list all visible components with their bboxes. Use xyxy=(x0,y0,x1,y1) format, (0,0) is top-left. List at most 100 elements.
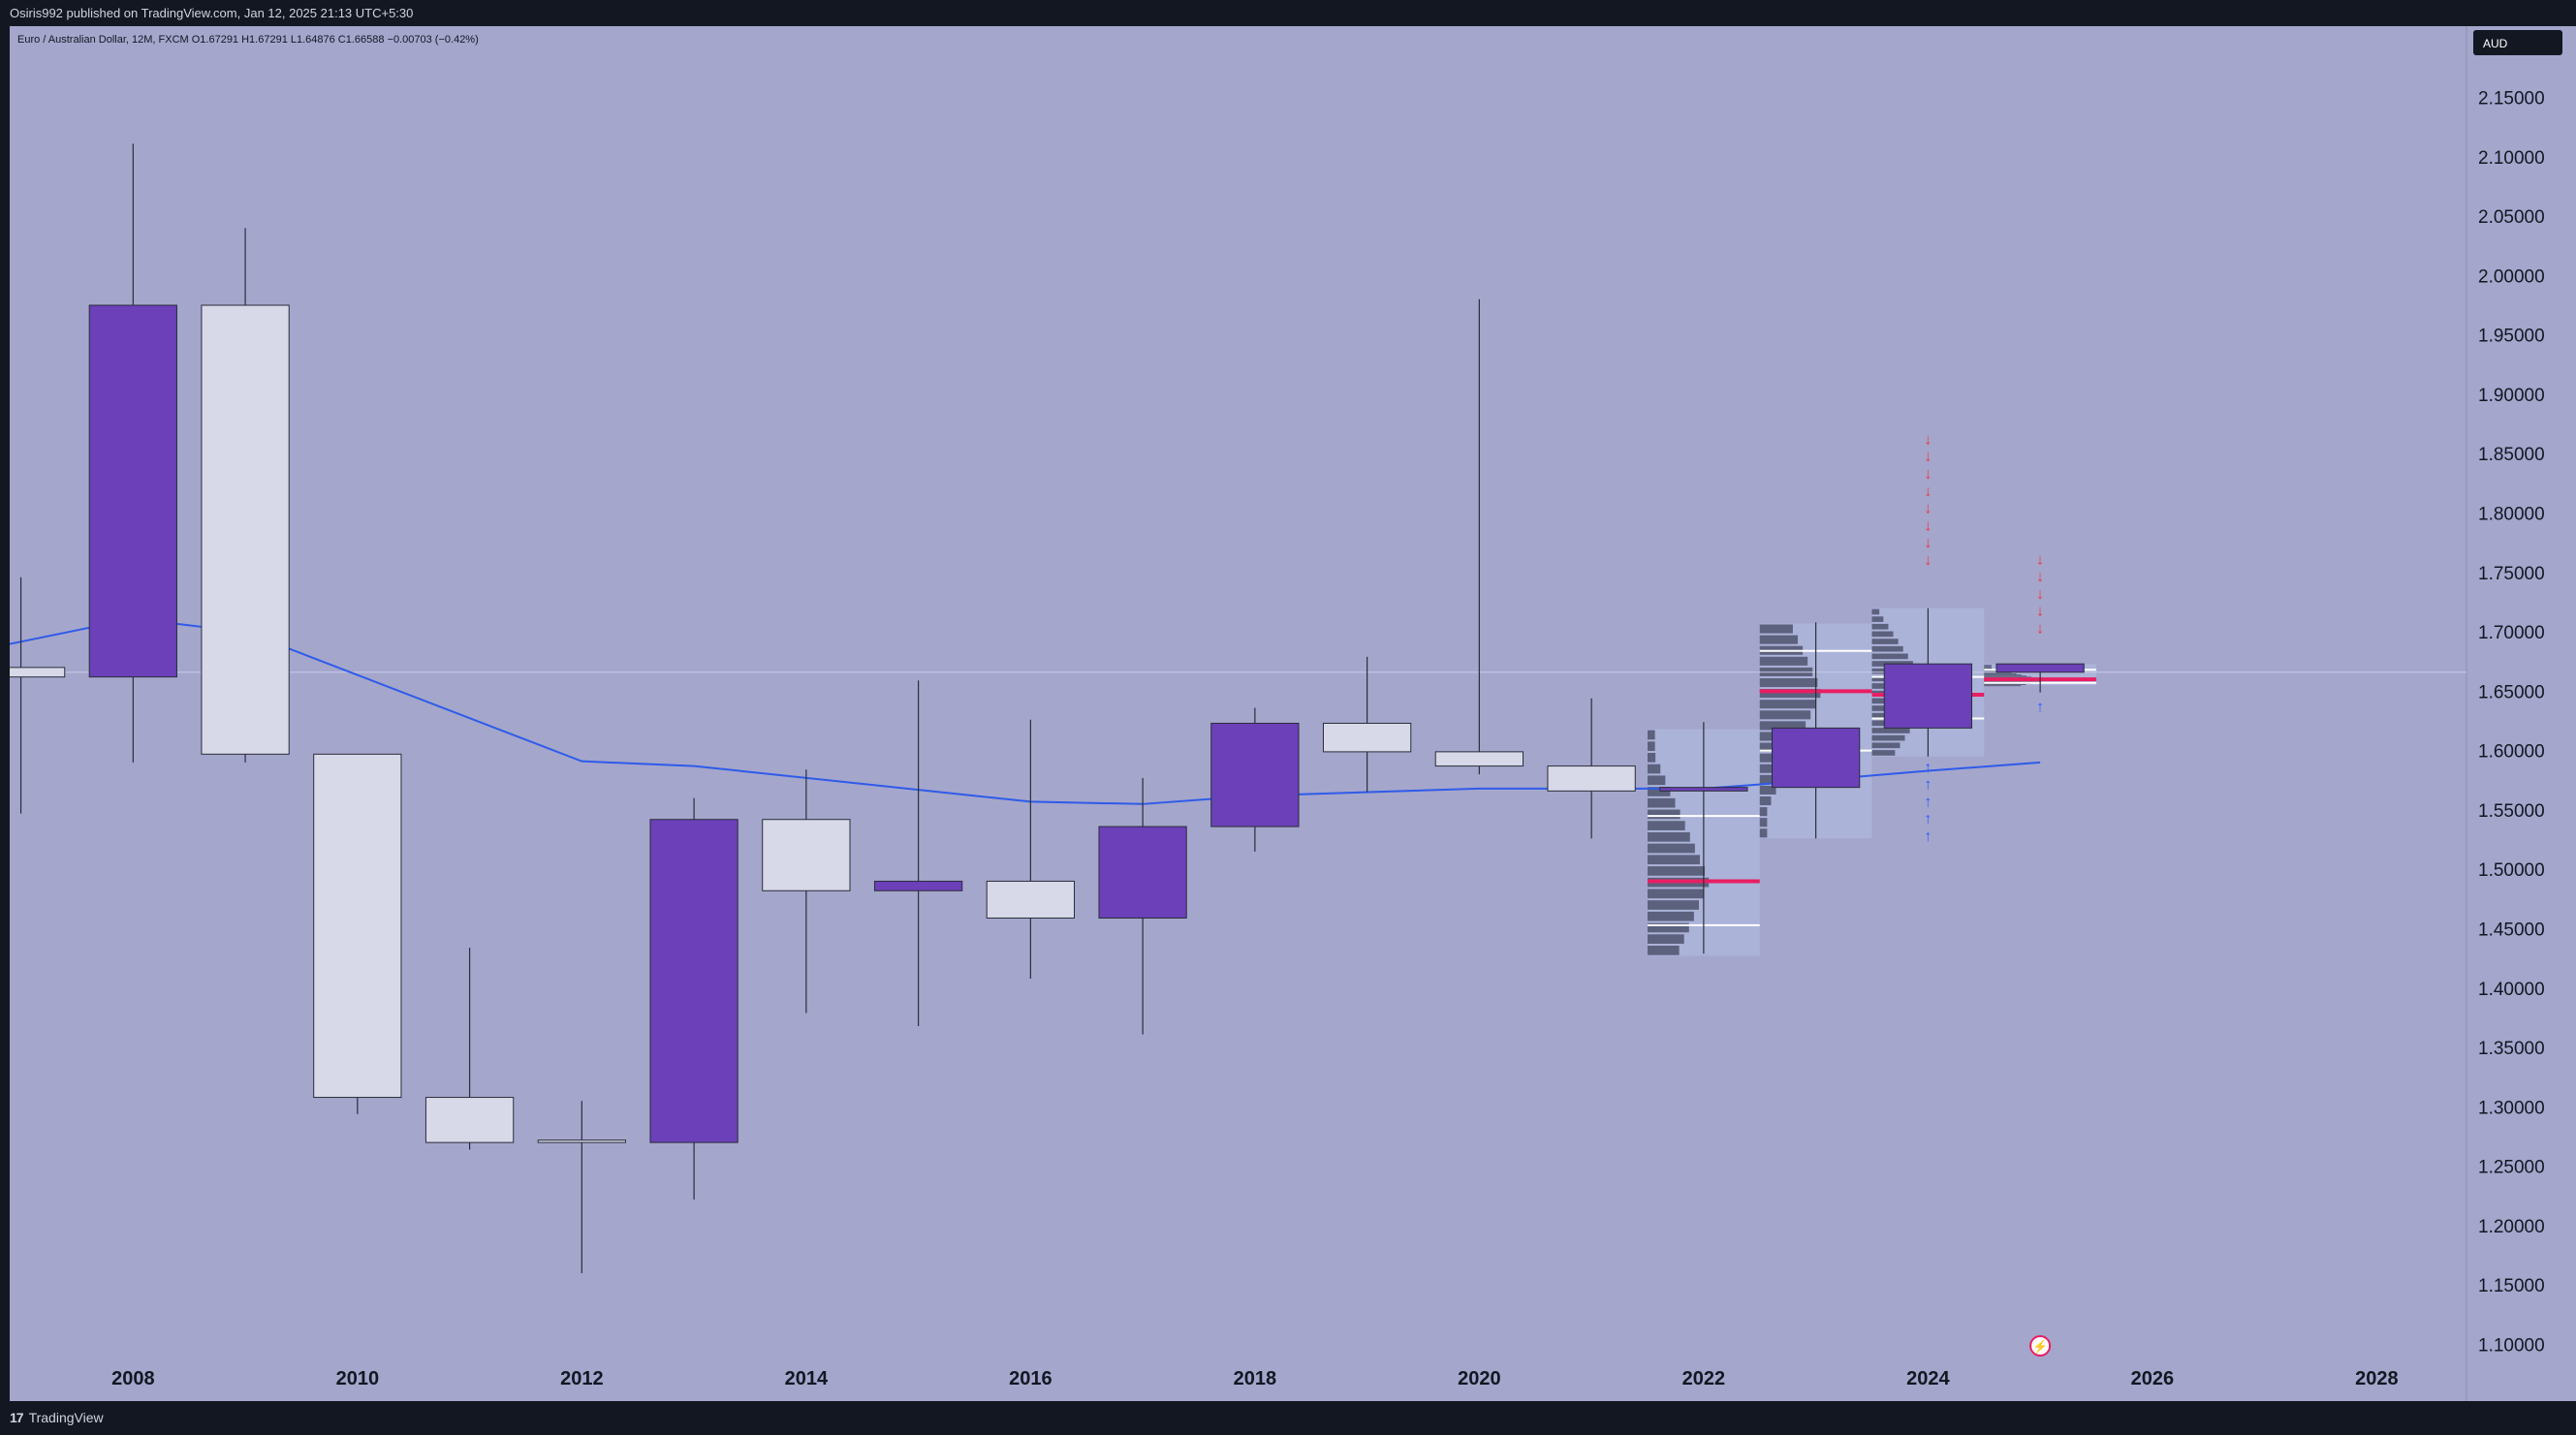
sell-signal-arrow: ↓ xyxy=(1924,501,1932,517)
candle[interactable] xyxy=(424,948,515,1150)
candle-body xyxy=(1434,751,1524,767)
x-tick-label: 2008 xyxy=(111,1368,155,1389)
volume-profile-row xyxy=(1759,795,1772,806)
y-tick-label: 2.00000 xyxy=(2478,266,2545,287)
sell-signal-arrow: ↓ xyxy=(1924,484,1932,500)
candle-body xyxy=(1098,826,1187,919)
x-tick-label: 2012 xyxy=(560,1368,604,1389)
candle[interactable] xyxy=(88,143,177,763)
volume-profile-row xyxy=(1984,676,2031,678)
candle[interactable] xyxy=(1771,622,1861,839)
sell-signal-arrow: ↓ xyxy=(2036,569,2044,585)
x-tick-label: 2028 xyxy=(2355,1368,2399,1389)
footer-bar: 17 TradingView xyxy=(0,1401,2576,1435)
candle[interactable] xyxy=(201,228,290,763)
volume-profile-row xyxy=(1648,787,1671,796)
volume-profile-row xyxy=(1648,730,1655,740)
candle[interactable] xyxy=(537,1101,626,1273)
buy-signal-arrow: ↑ xyxy=(1924,760,1932,776)
x-tick-label: 2026 xyxy=(2131,1368,2175,1389)
y-tick-label: 2.05000 xyxy=(2478,207,2545,228)
candle[interactable] xyxy=(873,680,963,1027)
volume-profile-row xyxy=(1648,866,1706,876)
candle-body xyxy=(1322,722,1412,753)
volume-profile-row xyxy=(1648,797,1676,808)
volume-profile-row xyxy=(1648,911,1694,921)
candle-body xyxy=(537,1139,626,1143)
volume-profile-row xyxy=(1648,855,1700,865)
volume-profile-row xyxy=(1984,665,1992,667)
candle[interactable] xyxy=(986,719,1076,979)
sell-signal-arrow: ↓ xyxy=(1924,466,1932,483)
candle[interactable] xyxy=(0,577,66,814)
candle-body xyxy=(649,819,738,1143)
buy-signal-arrow: ↑ xyxy=(1924,811,1932,827)
volume-profile-row xyxy=(1759,785,1776,795)
candle[interactable] xyxy=(1659,722,1748,954)
candle-body xyxy=(88,304,177,678)
publish-header: Osiris992 published on TradingView.com, … xyxy=(0,0,2576,26)
candle[interactable] xyxy=(762,769,851,1014)
lightning-icon[interactable] xyxy=(2029,1335,2052,1357)
candle[interactable] xyxy=(1547,698,1636,839)
volume-profile-row xyxy=(1648,821,1685,830)
y-tick-label: 1.60000 xyxy=(2478,742,2545,763)
candlestick-chart[interactable]: ↓↓↓↓↓↓↓↓ ↓↓↓↓↓↑↑↑↑↑↑⚡ 1.100001.150001.200… xyxy=(0,26,2576,1401)
sell-signal-arrow: ↓ xyxy=(2036,620,2044,637)
x-tick-label: 2010 xyxy=(336,1368,380,1389)
volume-profile-row xyxy=(1984,671,2012,673)
chart-area[interactable]: ↓ ↓ ↓ ↓ ↓ ↓ ↓ ↓ ↓ ↓ ↓ ↓ ↓ ↑ ↑ ↑ ↑ ↑ ↑ ⚡ 1.10000 1.15000 1.200… xyxy=(0,26,2576,1401)
x-tick-label: 2014 xyxy=(785,1368,829,1389)
volume-profile-row xyxy=(1759,828,1768,838)
buy-signal-arrow: ↑ xyxy=(1924,777,1932,794)
candle[interactable] xyxy=(649,797,738,1200)
volume-profile-row xyxy=(1759,774,1781,784)
tradingview-logo[interactable]: 17 TradingView xyxy=(0,1401,104,1435)
y-tick-label: 1.55000 xyxy=(2478,801,2545,822)
volume-profile-row xyxy=(1759,710,1811,720)
volume-profile-row xyxy=(1648,900,1699,910)
volume-profile-row xyxy=(1648,831,1690,842)
y-tick-label: 1.50000 xyxy=(2478,860,2545,881)
candle-body xyxy=(986,880,1076,919)
candle-body xyxy=(424,1097,515,1143)
candle[interactable] xyxy=(1322,656,1412,793)
candle[interactable] xyxy=(1434,298,1524,775)
volume-profile-row xyxy=(1759,689,1821,699)
volume-profile-row xyxy=(1871,742,1901,749)
candle-body xyxy=(873,880,963,891)
y-tick-label: 1.90000 xyxy=(2478,386,2545,406)
volume-profile-row xyxy=(1648,889,1705,899)
y-tick-label: 1.10000 xyxy=(2478,1335,2545,1356)
y-tick-label: 1.35000 xyxy=(2478,1039,2545,1059)
volume-profile-row xyxy=(1648,764,1661,774)
y-tick-label: 1.40000 xyxy=(2478,980,2545,1000)
candle[interactable] xyxy=(1098,777,1187,1035)
candle[interactable] xyxy=(1995,663,2085,693)
volume-profile-row xyxy=(1648,945,1680,955)
volume-profile-row xyxy=(1648,753,1656,763)
volume-profile-row xyxy=(1871,645,1903,652)
currency-badge[interactable]: AUD xyxy=(2473,30,2562,55)
candle-body xyxy=(313,753,402,1099)
candle[interactable] xyxy=(1210,707,1300,852)
candle-body xyxy=(1995,663,2085,673)
volume-profile-row xyxy=(1759,721,1806,731)
candle[interactable] xyxy=(313,753,402,1114)
y-tick-label: 1.70000 xyxy=(2478,623,2545,643)
buy-signal-arrow: ↑ xyxy=(2036,699,2044,715)
currency-badge-label: AUD xyxy=(2483,37,2508,50)
volume-profile-row xyxy=(1984,680,2041,682)
y-tick-label: 1.85000 xyxy=(2478,445,2545,465)
candle-body xyxy=(0,667,66,678)
event-marker[interactable]: ⚡ xyxy=(2029,1335,2052,1357)
y-tick-label: 1.95000 xyxy=(2478,327,2545,347)
candle-body xyxy=(1883,663,1973,729)
x-tick-label: 2016 xyxy=(1009,1368,1052,1389)
sell-signal-arrow: ↓ xyxy=(1924,431,1932,448)
sell-signal-arrow: ↓ xyxy=(1924,449,1932,465)
y-tick-label: 1.30000 xyxy=(2478,1098,2545,1118)
candle[interactable] xyxy=(1883,608,1973,757)
volume-profile-row xyxy=(1759,624,1793,634)
sell-signal-arrow: ↓ xyxy=(1924,517,1932,534)
